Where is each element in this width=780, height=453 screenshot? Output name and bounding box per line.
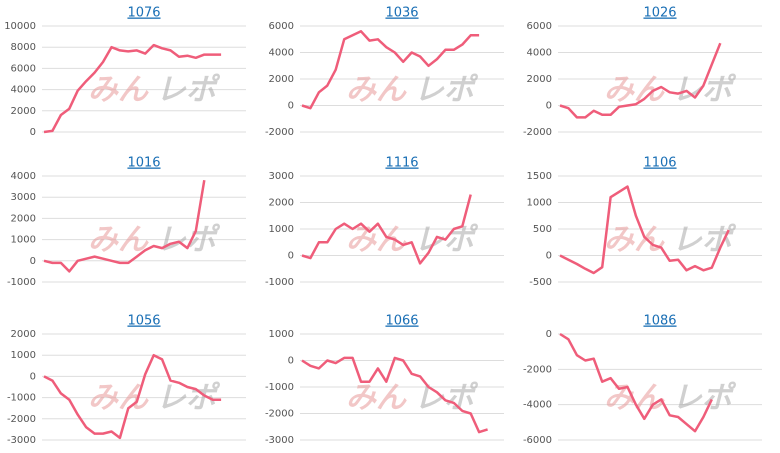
- y-tick-label: 2000: [11, 213, 36, 224]
- chart-title-link[interactable]: 1106: [643, 156, 676, 171]
- y-tick-label: 2000: [11, 106, 36, 117]
- y-tick-label: 0: [546, 251, 552, 262]
- chart-title[interactable]: 1086: [643, 314, 676, 329]
- watermark: みん: [88, 73, 149, 108]
- y-tick-label: 8000: [11, 42, 36, 53]
- data-line: [43, 179, 206, 273]
- watermark: みん: [346, 381, 407, 416]
- y-tick-label: 4000: [11, 85, 36, 96]
- y-tick-label: -2000: [265, 127, 294, 138]
- data-line: [559, 185, 730, 275]
- data-line: [43, 353, 222, 440]
- watermark: レポ: [156, 73, 221, 108]
- watermark: レポ: [156, 223, 221, 258]
- y-tick-label: -2000: [7, 414, 36, 425]
- y-tick-label: 6000: [11, 63, 36, 74]
- watermark: レポ: [672, 73, 737, 108]
- watermark: レポ: [414, 381, 479, 416]
- chart-title[interactable]: 1036: [385, 6, 418, 21]
- y-tick-label: -2000: [523, 127, 552, 138]
- data-line: [301, 30, 480, 110]
- watermark: レポ: [672, 381, 737, 416]
- y-tick-label: 1500: [527, 171, 552, 182]
- data-line: [301, 356, 488, 434]
- y-tick-label: 0: [30, 371, 36, 382]
- y-tick-label: -500: [529, 277, 552, 288]
- chart-title[interactable]: 1116: [385, 156, 418, 171]
- chart-title-link[interactable]: 1086: [643, 314, 676, 329]
- y-tick-label: 0: [30, 127, 36, 138]
- y-tick-label: 2000: [269, 74, 294, 85]
- y-tick-label: 0: [288, 101, 294, 112]
- y-tick-label: 3000: [269, 171, 294, 182]
- y-tick-label: 2000: [11, 329, 36, 340]
- y-tick-label: -3000: [265, 435, 294, 446]
- y-tick-label: 10000: [4, 21, 36, 32]
- y-tick-label: 0: [546, 101, 552, 112]
- y-tick-label: 1000: [269, 224, 294, 235]
- watermark: レポ: [414, 73, 479, 108]
- y-tick-label: 3000: [11, 192, 36, 203]
- chart-title[interactable]: 1056: [127, 314, 160, 329]
- watermark: レポ: [672, 223, 737, 258]
- chart-title[interactable]: 1016: [127, 156, 160, 171]
- y-tick-label: -1000: [265, 277, 294, 288]
- y-tick-label: -1000: [7, 393, 36, 404]
- y-tick-label: 6000: [527, 21, 552, 32]
- watermark: みん: [88, 223, 149, 258]
- y-tick-label: -1000: [265, 382, 294, 393]
- watermark: みん: [604, 381, 665, 416]
- chart-title-link[interactable]: 1036: [385, 6, 418, 21]
- watermark: みん: [346, 73, 407, 108]
- y-tick-label: 1000: [11, 350, 36, 361]
- y-tick-label: 4000: [269, 48, 294, 59]
- y-tick-label: -4000: [523, 400, 552, 411]
- y-tick-label: -2000: [265, 409, 294, 420]
- y-tick-label: 4000: [527, 48, 552, 59]
- chart-title[interactable]: 1026: [643, 6, 676, 21]
- y-tick-label: 2000: [269, 198, 294, 209]
- data-line: [301, 194, 472, 265]
- data-line: [43, 43, 222, 134]
- chart-title-link[interactable]: 1056: [127, 314, 160, 329]
- chart-title-link[interactable]: 1076: [127, 6, 160, 21]
- y-tick-label: 6000: [269, 21, 294, 32]
- y-tick-label: -1000: [7, 277, 36, 288]
- data-line: [559, 332, 713, 433]
- chart-title-link[interactable]: 1116: [385, 156, 418, 171]
- y-tick-label: -2000: [523, 364, 552, 375]
- data-line: [559, 42, 722, 119]
- chart-title-link[interactable]: 1026: [643, 6, 676, 21]
- chart-title[interactable]: 1106: [643, 156, 676, 171]
- chart-title-link[interactable]: 1016: [127, 156, 160, 171]
- chart-title[interactable]: 1076: [127, 6, 160, 21]
- watermark: みん: [604, 223, 665, 258]
- chart-title-link[interactable]: 1066: [385, 314, 418, 329]
- y-tick-label: 0: [546, 329, 552, 340]
- y-tick-label: 1000: [11, 235, 36, 246]
- chart-title[interactable]: 1066: [385, 314, 418, 329]
- y-tick-label: 1000: [269, 329, 294, 340]
- y-tick-label: 4000: [11, 171, 36, 182]
- y-tick-label: 500: [533, 224, 552, 235]
- watermark: みん: [88, 381, 149, 416]
- y-tick-label: 0: [288, 356, 294, 367]
- y-tick-label: -6000: [523, 435, 552, 446]
- y-tick-label: 1000: [527, 198, 552, 209]
- y-tick-label: -3000: [7, 435, 36, 446]
- y-tick-label: 2000: [527, 74, 552, 85]
- y-tick-label: 0: [30, 256, 36, 267]
- y-tick-label: 0: [288, 251, 294, 262]
